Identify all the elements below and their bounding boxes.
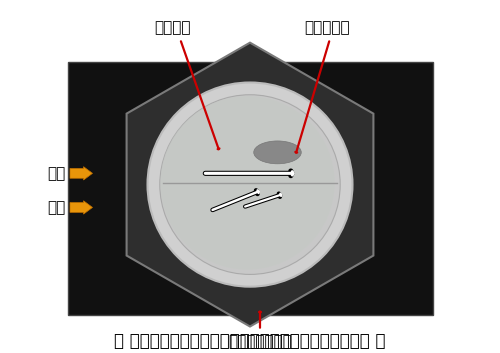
FancyArrow shape xyxy=(70,167,92,180)
FancyArrow shape xyxy=(70,201,92,214)
Ellipse shape xyxy=(160,95,340,274)
Text: 起点: 起点 xyxy=(47,166,65,181)
Ellipse shape xyxy=(148,83,352,287)
Ellipse shape xyxy=(254,141,301,164)
Text: 疲労破面: 疲労破面 xyxy=(154,20,191,35)
Text: 最終破断面: 最終破断面 xyxy=(304,20,350,35)
Bar xyxy=(68,61,432,315)
Polygon shape xyxy=(126,43,374,327)
Text: き裂の進展方向: き裂の進展方向 xyxy=(228,334,292,349)
Text: 起点: 起点 xyxy=(47,200,65,215)
Ellipse shape xyxy=(160,96,334,270)
Text: ［ 切欠きの影響は小さく、最終破断面の領域が狭い事例 ］: ［ 切欠きの影響は小さく、最終破断面の領域が狭い事例 ］ xyxy=(114,332,386,350)
